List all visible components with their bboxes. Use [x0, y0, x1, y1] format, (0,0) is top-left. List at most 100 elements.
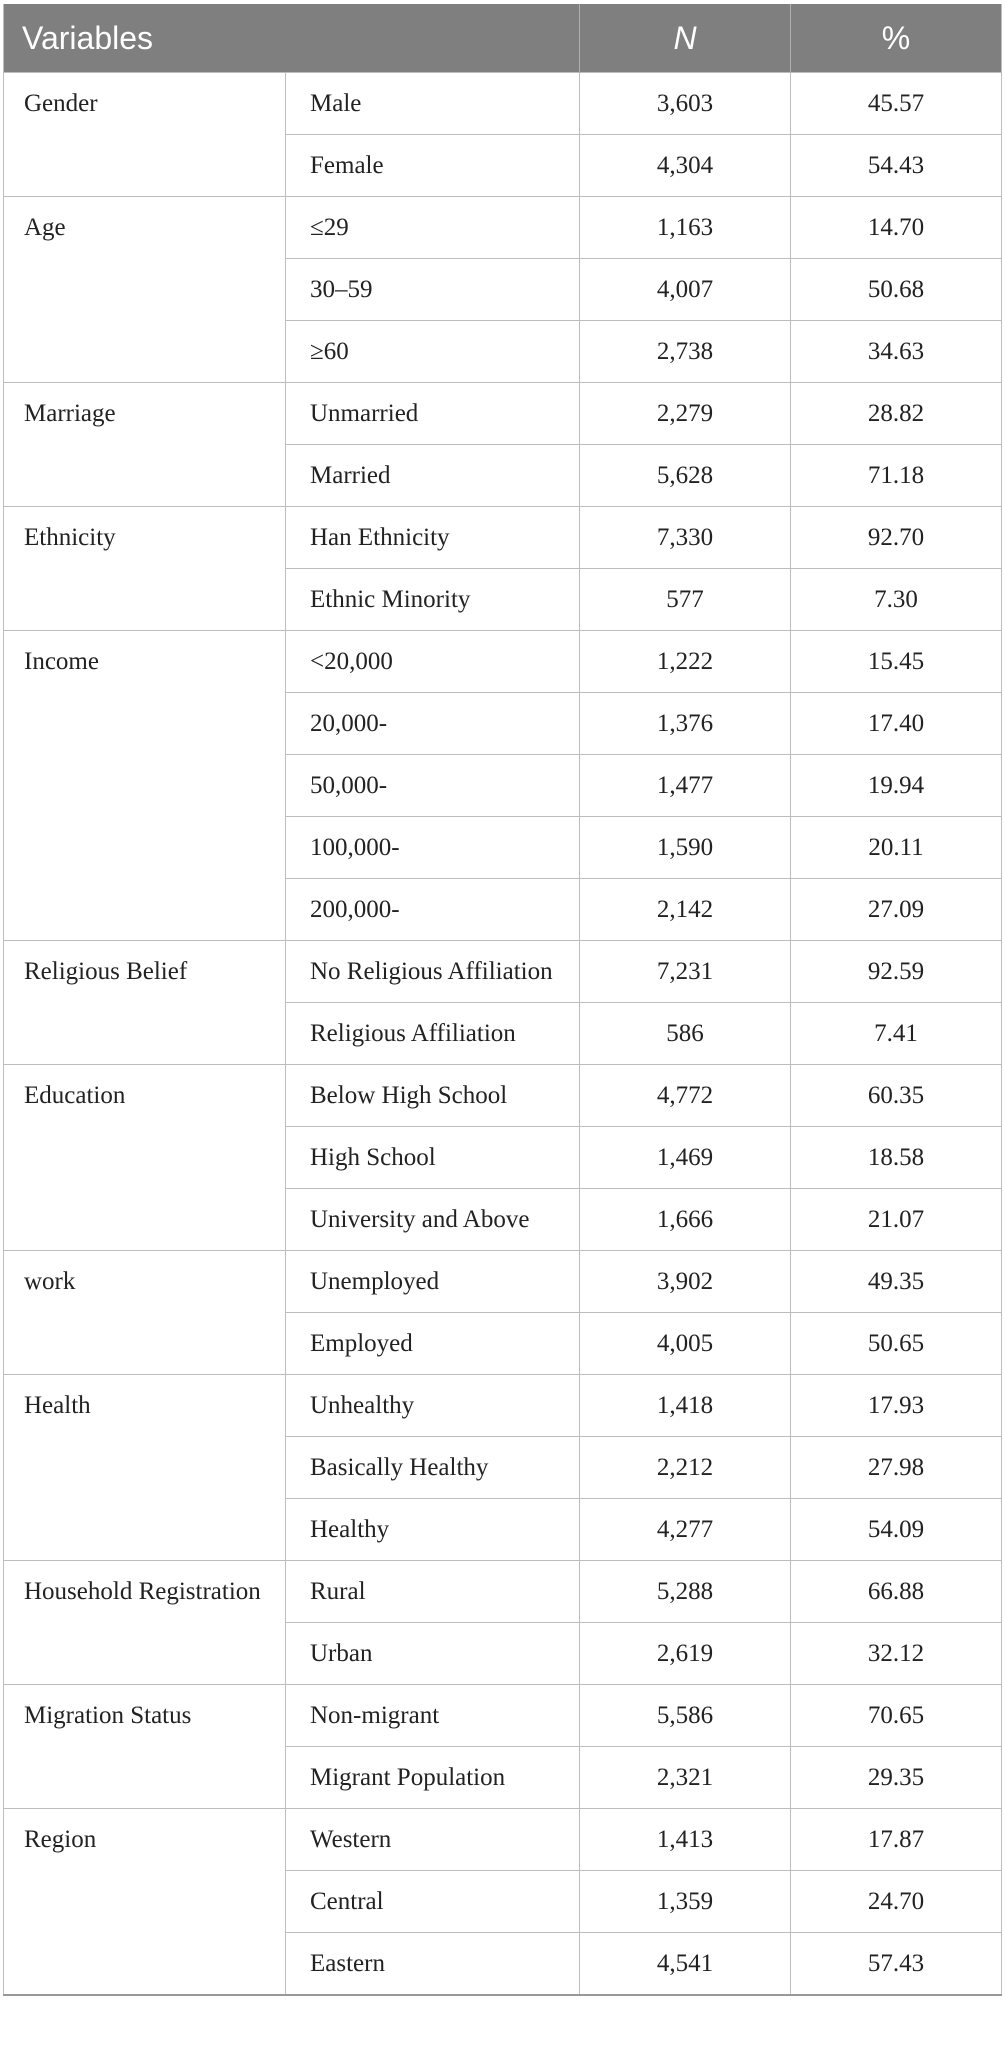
table-row: Ethnic Minority 577 7.30 [4, 568, 1002, 631]
percent-cell: 28.82 [790, 382, 1002, 445]
percent-cell: 27.98 [790, 1436, 1002, 1499]
percent-cell: 7.30 [790, 568, 1002, 631]
category-cell: Basically Healthy [285, 1436, 580, 1499]
percent-cell: 92.59 [790, 940, 1002, 1003]
percent-cell: 54.43 [790, 134, 1002, 197]
n-cell: 4,007 [579, 258, 791, 321]
category-cell: ≤29 [285, 196, 580, 259]
category-cell: Migrant Population [285, 1746, 580, 1809]
table-row: Central 1,359 24.70 [4, 1870, 1002, 1933]
n-cell: 2,212 [579, 1436, 791, 1499]
table-row: Urban 2,619 32.12 [4, 1622, 1002, 1685]
category-cell: Religious Affiliation [285, 1002, 580, 1065]
variable-cell: Marriage [3, 382, 286, 507]
n-cell: 2,279 [579, 382, 791, 445]
table-row: 200,000- 2,142 27.09 [4, 878, 1002, 941]
percent-cell: 27.09 [790, 878, 1002, 941]
variable-cell: Education [3, 1064, 286, 1251]
table-row: Migration Status Non-migrant 5,586 70.65 [3, 1684, 1002, 1809]
n-cell: 577 [579, 568, 791, 631]
category-cell: Female [285, 134, 580, 197]
category-cell: Han Ethnicity [285, 506, 580, 569]
variable-cell: Health [3, 1374, 286, 1561]
percent-cell: 60.35 [790, 1064, 1002, 1127]
variable-cell: Age [3, 196, 286, 383]
percent-cell: 92.70 [790, 506, 1002, 569]
variable-cell: Household Registration [3, 1560, 286, 1685]
percent-cell: 17.93 [790, 1374, 1002, 1437]
table-body: Gender Male 3,603 45.57 Female 4,304 54.43 Age ≤… [3, 72, 1002, 1996]
n-cell: 5,628 [579, 444, 791, 507]
percent-cell: 19.94 [790, 754, 1002, 817]
percent-cell: 24.70 [790, 1870, 1002, 1933]
category-cell: Married [285, 444, 580, 507]
category-cell: Central [285, 1870, 580, 1933]
table-row: Age ≤29 1,163 14.70 [3, 196, 1002, 383]
percent-cell: 50.68 [790, 258, 1002, 321]
percent-cell: 45.57 [790, 72, 1002, 135]
n-cell: 2,738 [579, 320, 791, 383]
percent-cell: 29.35 [790, 1746, 1002, 1809]
percent-cell: 7.41 [790, 1002, 1002, 1065]
percent-cell: 71.18 [790, 444, 1002, 507]
n-cell: 3,603 [579, 72, 791, 135]
category-cell: Non-migrant [285, 1684, 580, 1747]
category-cell: 100,000- [285, 816, 580, 879]
header-row: Variables N % [3, 4, 1002, 73]
table-container: Variables N % Gender Male 3,603 45.57 Female… [3, 4, 1002, 1996]
percent-cell: 14.70 [790, 196, 1002, 259]
n-cell: 4,772 [579, 1064, 791, 1127]
table-row: Female 4,304 54.43 [4, 134, 1002, 197]
table-row: Education Below High School 4,772 60.35 [3, 1064, 1002, 1251]
n-cell: 2,619 [579, 1622, 791, 1685]
table-row: Religious Belief No Religious Affiliation… [3, 940, 1002, 1065]
variable-cell: Region [3, 1808, 286, 1996]
category-cell: No Religious Affiliation [285, 940, 580, 1003]
header-cell: N [579, 4, 791, 73]
category-cell: High School [285, 1126, 580, 1189]
header-cell: Variables [3, 4, 580, 73]
table-row: Household Registration Rural 5,288 66.88 [3, 1560, 1002, 1685]
category-cell: Western [285, 1808, 580, 1871]
variable-cell: Religious Belief [3, 940, 286, 1065]
percent-cell: 18.58 [790, 1126, 1002, 1189]
n-cell: 2,142 [579, 878, 791, 941]
table-row: Ethnicity Han Ethnicity 7,330 92.70 [3, 506, 1002, 631]
variable-cell: Ethnicity [3, 506, 286, 631]
category-cell: Unemployed [285, 1250, 580, 1313]
table-row: Region Western 1,413 17.87 [3, 1808, 1002, 1996]
percent-cell: 15.45 [790, 630, 1002, 693]
category-cell: Rural [285, 1560, 580, 1623]
percent-cell: 57.43 [790, 1932, 1002, 1996]
percent-cell: 66.88 [790, 1560, 1002, 1623]
category-cell: Unmarried [285, 382, 580, 445]
percent-cell: 49.35 [790, 1250, 1002, 1313]
category-cell: Eastern [285, 1932, 580, 1996]
n-cell: 1,163 [579, 196, 791, 259]
n-cell: 5,288 [579, 1560, 791, 1623]
n-cell: 1,469 [579, 1126, 791, 1189]
category-cell: 30–59 [285, 258, 580, 321]
category-cell: ≥60 [285, 320, 580, 383]
category-cell: 200,000- [285, 878, 580, 941]
variable-cell: Migration Status [3, 1684, 286, 1809]
n-cell: 4,541 [579, 1932, 791, 1996]
header-cell: % [790, 4, 1002, 73]
table-row: 50,000- 1,477 19.94 [4, 754, 1002, 817]
percent-cell: 70.65 [790, 1684, 1002, 1747]
n-cell: 586 [579, 1002, 791, 1065]
table-row: Eastern 4,541 57.43 [4, 1932, 1002, 1996]
category-cell: Employed [285, 1312, 580, 1375]
variable-cell: work [3, 1250, 286, 1375]
table-row: 100,000- 1,590 20.11 [4, 816, 1002, 879]
percent-cell: 17.40 [790, 692, 1002, 755]
n-cell: 4,304 [579, 134, 791, 197]
table-row: Income <20,000 1,222 15.45 [3, 630, 1002, 941]
category-cell: <20,000 [285, 630, 580, 693]
percent-cell: 34.63 [790, 320, 1002, 383]
category-cell: Unhealthy [285, 1374, 580, 1437]
variable-cell: Income [3, 630, 286, 941]
percent-cell: 50.65 [790, 1312, 1002, 1375]
category-cell: University and Above [285, 1188, 580, 1251]
